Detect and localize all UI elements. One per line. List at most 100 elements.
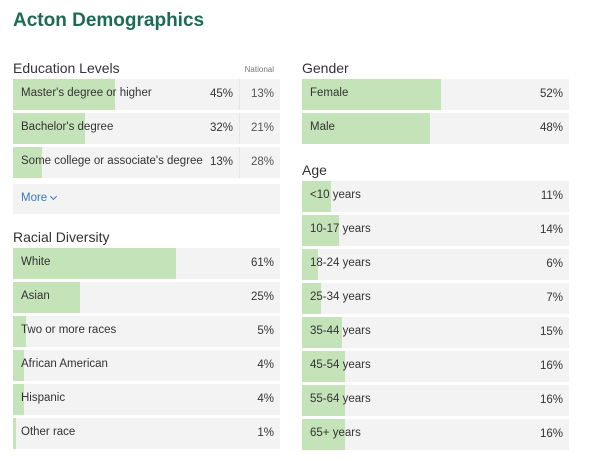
list-item: 18-24 years 6% — [302, 249, 569, 280]
national-percent: 21% — [250, 122, 274, 134]
national-percent: 28% — [250, 156, 274, 168]
bar-fill — [13, 316, 27, 347]
list-item: Master's degree or higher 45% 13% — [13, 79, 280, 110]
national-cell: 28% — [239, 147, 280, 178]
list-item: Some college or associate's degree 13% 28% — [13, 147, 280, 178]
row-label: African American — [21, 358, 108, 370]
bar-fill — [13, 147, 43, 178]
list-item: <10 years 11% — [302, 181, 569, 212]
bar-fill — [13, 384, 24, 415]
bar-fill — [13, 248, 176, 279]
row-percent: 45% — [209, 88, 233, 100]
row-label: White — [21, 256, 51, 268]
list-item: Asian 25% — [13, 282, 280, 313]
more-row: More — [13, 184, 280, 214]
age-header: Age — [302, 158, 569, 178]
row-label: Bachelor's degree — [21, 121, 114, 133]
row-label: Hispanic — [21, 392, 66, 404]
row-label: Two or more races — [21, 324, 117, 336]
list-item: 65+ years 16% — [302, 419, 569, 450]
racial-header: Racial Diversity — [13, 225, 280, 245]
racial-list: White 61% Asian 25% Two or more races 5% Afric… — [13, 248, 280, 449]
bar-fill — [302, 385, 345, 416]
row-label: 35-44 years — [310, 325, 371, 337]
bar-fill — [302, 113, 431, 144]
list-item: African American 4% — [13, 350, 280, 381]
row-label: 25-34 years — [310, 291, 371, 303]
row-percent: 16% — [539, 394, 563, 406]
bar-fill — [302, 79, 441, 110]
row-label: 10-17 years — [310, 223, 371, 235]
education-header: Education Levels National — [13, 56, 280, 76]
list-item: 55-64 years 16% — [302, 385, 569, 416]
education-title: Education Levels — [13, 60, 120, 76]
row-label: <10 years — [310, 189, 361, 201]
row-percent: 16% — [539, 428, 563, 440]
bar-fill — [13, 113, 86, 144]
more-label: More — [21, 192, 48, 204]
age-list: <10 years 11% 10-17 years 14% 18-24 years 6% 2… — [302, 181, 569, 450]
bar-fill — [302, 283, 321, 314]
list-item: Hispanic 4% — [13, 384, 280, 415]
row-label: Master's degree or higher — [21, 87, 152, 99]
row-percent: 15% — [539, 326, 563, 338]
list-item: 45-54 years 16% — [302, 351, 569, 382]
row-percent: 25% — [250, 291, 274, 303]
bar-fill — [302, 215, 340, 246]
row-percent: 14% — [539, 224, 563, 236]
racial-title: Racial Diversity — [13, 229, 110, 245]
bar-fill — [13, 418, 16, 449]
bar-fill — [302, 317, 343, 348]
bar-fill — [13, 282, 80, 313]
more-button[interactable]: More — [21, 192, 58, 204]
left-column: Education Levels National Master's degre… — [13, 56, 280, 214]
chevron-down-icon — [50, 192, 58, 201]
age-column: Age <10 years 11% 10-17 years 14% 18-24 year… — [302, 158, 569, 450]
list-item: Bachelor's degree 32% 21% — [13, 113, 280, 144]
bar-fill — [13, 79, 115, 110]
row-label: Asian — [21, 290, 50, 302]
age-title: Age — [302, 162, 327, 178]
national-header: National — [244, 65, 274, 74]
list-item: Male 48% — [302, 113, 569, 144]
education-list: Master's degree or higher 45% 13% Bachelor'… — [13, 79, 280, 178]
row-label: Some college or associate's degree — [21, 155, 203, 167]
bar-fill — [302, 249, 319, 280]
row-label: Female — [310, 87, 349, 99]
row-percent: 52% — [539, 88, 563, 100]
national-percent: 13% — [250, 88, 274, 100]
row-label: 45-54 years — [310, 359, 371, 371]
row-percent: 11% — [540, 190, 563, 202]
gender-title: Gender — [302, 60, 349, 76]
list-item: Female 52% — [302, 79, 569, 110]
page-title: Acton Demographics — [13, 10, 205, 31]
row-percent: 7% — [546, 292, 563, 304]
row-percent: 1% — [257, 427, 274, 439]
list-item: Other race 1% — [13, 418, 280, 449]
row-label: Male — [310, 121, 335, 133]
list-item: 25-34 years 7% — [302, 283, 569, 314]
row-percent: 61% — [250, 257, 274, 269]
gender-list: Female 52% Male 48% — [302, 79, 569, 144]
national-cell: 21% — [239, 113, 280, 144]
bar-fill — [302, 351, 345, 382]
gender-column: Gender Female 52% Male 48% — [302, 56, 569, 144]
bar-fill — [13, 350, 24, 381]
row-label: 65+ years — [310, 427, 361, 439]
row-label: 55-64 years — [310, 393, 371, 405]
row-percent: 13% — [209, 156, 233, 168]
row-label: Other race — [21, 426, 76, 438]
list-item: 35-44 years 15% — [302, 317, 569, 348]
row-percent: 16% — [539, 360, 563, 372]
national-cell: 13% — [239, 79, 280, 110]
bar-fill — [302, 419, 345, 450]
list-item: Two or more races 5% — [13, 316, 280, 347]
row-percent: 4% — [257, 393, 274, 405]
row-percent: 48% — [539, 122, 563, 134]
row-percent: 6% — [546, 258, 563, 270]
racial-column: Racial Diversity White 61% Asian 25% Two or … — [13, 225, 280, 449]
row-label: 18-24 years — [310, 257, 371, 269]
row-percent: 5% — [257, 325, 274, 337]
list-item: White 61% — [13, 248, 280, 279]
gender-header: Gender — [302, 56, 569, 76]
